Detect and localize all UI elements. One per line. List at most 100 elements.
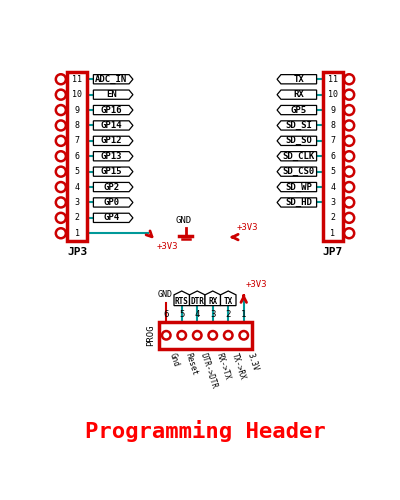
Polygon shape	[277, 136, 317, 145]
Text: SD_WP: SD_WP	[285, 182, 312, 192]
Bar	[323, 72, 343, 241]
Circle shape	[56, 213, 66, 223]
Text: TX->RX: TX->RX	[230, 352, 247, 381]
Circle shape	[208, 331, 217, 340]
Text: 1: 1	[330, 229, 335, 238]
Bar	[158, 322, 252, 349]
Text: Reset: Reset	[183, 352, 199, 376]
Text: 7: 7	[75, 136, 80, 145]
Circle shape	[344, 151, 354, 162]
Polygon shape	[94, 74, 133, 84]
Text: SD_SI: SD_SI	[285, 121, 312, 130]
Text: 11: 11	[328, 74, 338, 84]
Circle shape	[344, 74, 354, 85]
Text: 6: 6	[330, 152, 335, 161]
Circle shape	[344, 166, 354, 176]
Text: SD_CS0: SD_CS0	[283, 167, 315, 176]
Text: 5: 5	[75, 167, 80, 176]
Circle shape	[56, 74, 66, 85]
Circle shape	[162, 331, 170, 340]
Text: GP14: GP14	[100, 121, 122, 130]
Polygon shape	[277, 90, 317, 100]
Text: Programming Header: Programming Header	[85, 420, 325, 442]
Text: PROG: PROG	[146, 324, 155, 346]
Circle shape	[344, 90, 354, 100]
Text: GP15: GP15	[100, 167, 122, 176]
Polygon shape	[277, 198, 317, 207]
Text: 10: 10	[72, 90, 82, 99]
Text: 4: 4	[194, 310, 200, 318]
Circle shape	[56, 105, 66, 115]
Text: 1: 1	[241, 310, 246, 318]
Circle shape	[56, 182, 66, 192]
Text: EN: EN	[106, 90, 117, 99]
Polygon shape	[277, 121, 317, 130]
Text: 6: 6	[164, 310, 169, 318]
Circle shape	[240, 331, 248, 340]
Text: JP7: JP7	[323, 247, 343, 257]
Text: DTR->DTR: DTR->DTR	[199, 352, 219, 390]
Text: RX->TX: RX->TX	[214, 352, 232, 381]
Circle shape	[344, 105, 354, 115]
Text: GP2: GP2	[103, 182, 119, 192]
Text: SD_SO: SD_SO	[285, 136, 312, 145]
Text: 11: 11	[72, 74, 82, 84]
Text: GP5: GP5	[291, 106, 307, 114]
Circle shape	[56, 90, 66, 100]
Text: 5: 5	[179, 310, 184, 318]
Text: 8: 8	[75, 121, 80, 130]
Text: 3: 3	[210, 310, 216, 318]
Text: Gnd: Gnd	[168, 352, 181, 368]
Polygon shape	[277, 152, 317, 161]
Polygon shape	[94, 167, 133, 176]
Circle shape	[178, 331, 186, 340]
Text: 6: 6	[75, 152, 80, 161]
Text: 8: 8	[330, 121, 335, 130]
Text: RX: RX	[208, 296, 217, 306]
Text: 9: 9	[330, 106, 335, 114]
Polygon shape	[205, 291, 220, 306]
Text: 3.3V: 3.3V	[245, 352, 260, 372]
Polygon shape	[94, 182, 133, 192]
Text: 9: 9	[75, 106, 80, 114]
Polygon shape	[277, 167, 317, 176]
Text: +3V3: +3V3	[246, 280, 268, 289]
Text: GP13: GP13	[100, 152, 122, 161]
Text: GP4: GP4	[103, 214, 119, 222]
Polygon shape	[94, 106, 133, 114]
Text: 4: 4	[75, 182, 80, 192]
Polygon shape	[94, 198, 133, 207]
Text: 7: 7	[330, 136, 335, 145]
Circle shape	[344, 182, 354, 192]
Text: 3: 3	[330, 198, 335, 207]
Text: +3V3: +3V3	[237, 222, 258, 232]
Text: 1: 1	[75, 229, 80, 238]
Polygon shape	[277, 182, 317, 192]
Circle shape	[56, 228, 66, 238]
Circle shape	[56, 151, 66, 162]
Polygon shape	[277, 74, 317, 84]
Text: GND: GND	[175, 216, 191, 225]
Polygon shape	[220, 291, 236, 306]
Text: DTR: DTR	[190, 296, 204, 306]
Text: GND: GND	[157, 290, 172, 298]
Text: TX: TX	[293, 74, 304, 84]
Text: +3V3: +3V3	[157, 242, 178, 250]
Polygon shape	[277, 106, 317, 114]
Circle shape	[344, 228, 354, 238]
Circle shape	[56, 136, 66, 146]
Polygon shape	[94, 213, 133, 222]
Text: GP12: GP12	[100, 136, 122, 145]
Circle shape	[344, 120, 354, 130]
Circle shape	[344, 136, 354, 146]
Circle shape	[344, 213, 354, 223]
Text: 3: 3	[75, 198, 80, 207]
Text: 2: 2	[330, 214, 335, 222]
Circle shape	[56, 198, 66, 207]
Polygon shape	[174, 291, 190, 306]
Text: SD_HD: SD_HD	[285, 198, 312, 207]
Circle shape	[56, 120, 66, 130]
Text: 4: 4	[330, 182, 335, 192]
Polygon shape	[94, 90, 133, 100]
Text: RX: RX	[293, 90, 304, 99]
